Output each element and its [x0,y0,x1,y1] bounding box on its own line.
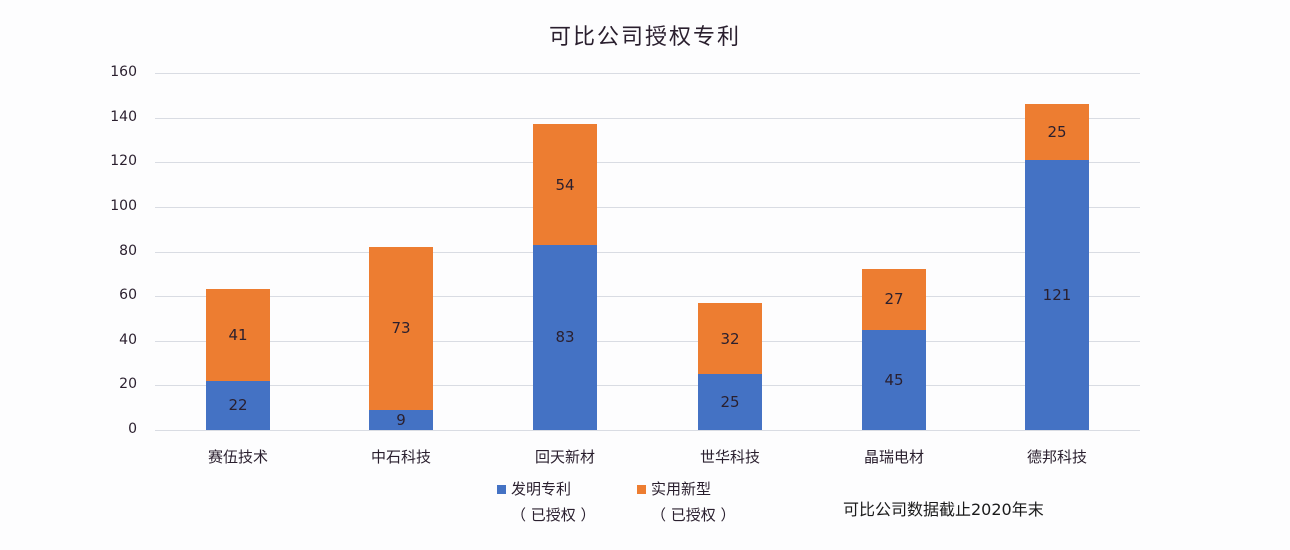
x-tick-label: 回天新材 [534,448,595,466]
gridline [155,162,1140,164]
bar-stack: 121 25 [1025,104,1089,430]
legend-sublabel: （ 已授权 ） [511,506,596,524]
bar-segment-invention: 25 [698,374,762,430]
data-note: 可比公司数据截止2020年末 [843,500,1044,519]
gridline [155,296,1140,298]
legend-label: 发明专利 [511,480,572,498]
bar-segment-utility: 73 [369,247,433,410]
gridline [155,206,1140,208]
y-tick-label: 20 [119,376,137,393]
y-tick-label: 60 [119,287,137,304]
y-tick-label: 160 [110,64,137,80]
y-tick-label: 100 [110,197,137,214]
bar-segment-utility: 32 [698,302,762,375]
bar-stack: 45 27 [862,269,926,430]
gridline [155,117,1140,119]
legend-sublabel: （ 已授权 ） [651,506,736,524]
bar-segment-utility: 25 [1025,104,1089,161]
bar-segment-utility: 54 [533,124,597,245]
bar-stack: 83 54 [533,124,597,430]
bar-segment-invention: 45 [862,329,926,430]
y-tick-label: 40 [119,331,137,348]
bar-segment-invention: 9 [369,409,433,430]
bar-segment-utility: 27 [862,269,926,330]
y-tick-label: 140 [110,108,137,125]
x-tick-label: 晶瑞电材 [863,448,924,466]
x-tick-label: 赛伍技术 [207,448,268,466]
gridline [155,385,1140,387]
x-tick-label: 德邦科技 [1026,448,1087,466]
bar-segment-invention: 22 [206,380,270,430]
gridline [155,73,1140,74]
gridline [155,251,1140,253]
legend-swatch-blue [497,485,506,494]
legend-item-utility: 实用新型 （ 已授权 ） [637,478,736,525]
bar-segment-invention: 83 [533,244,597,430]
legend-swatch-orange [637,485,646,494]
x-tick-label: 中石科技 [370,448,431,466]
y-tick-label: 80 [119,242,137,259]
plot-area: 0 20 40 60 80 100 120 140 160 22 41 9 73 83 54 25 32 45 27… [110,64,1140,437]
gridline [155,430,1140,431]
bar-stack: 25 32 [698,302,762,430]
gridline [155,340,1140,342]
bar-segment-invention: 121 [1025,160,1089,430]
legend-item-invention: 发明专利 （ 已授权 ） [497,478,596,525]
bar-stack: 22 41 [206,289,270,430]
legend-label: 实用新型 [651,480,712,498]
y-tick-label: 120 [110,153,137,170]
chart-title: 可比公司授权专利 [548,25,741,50]
x-tick-label: 世华科技 [699,448,760,466]
y-tick-label: 0 [128,421,137,437]
bar-stack: 9 73 [369,247,433,430]
bar-segment-utility: 41 [206,289,270,381]
